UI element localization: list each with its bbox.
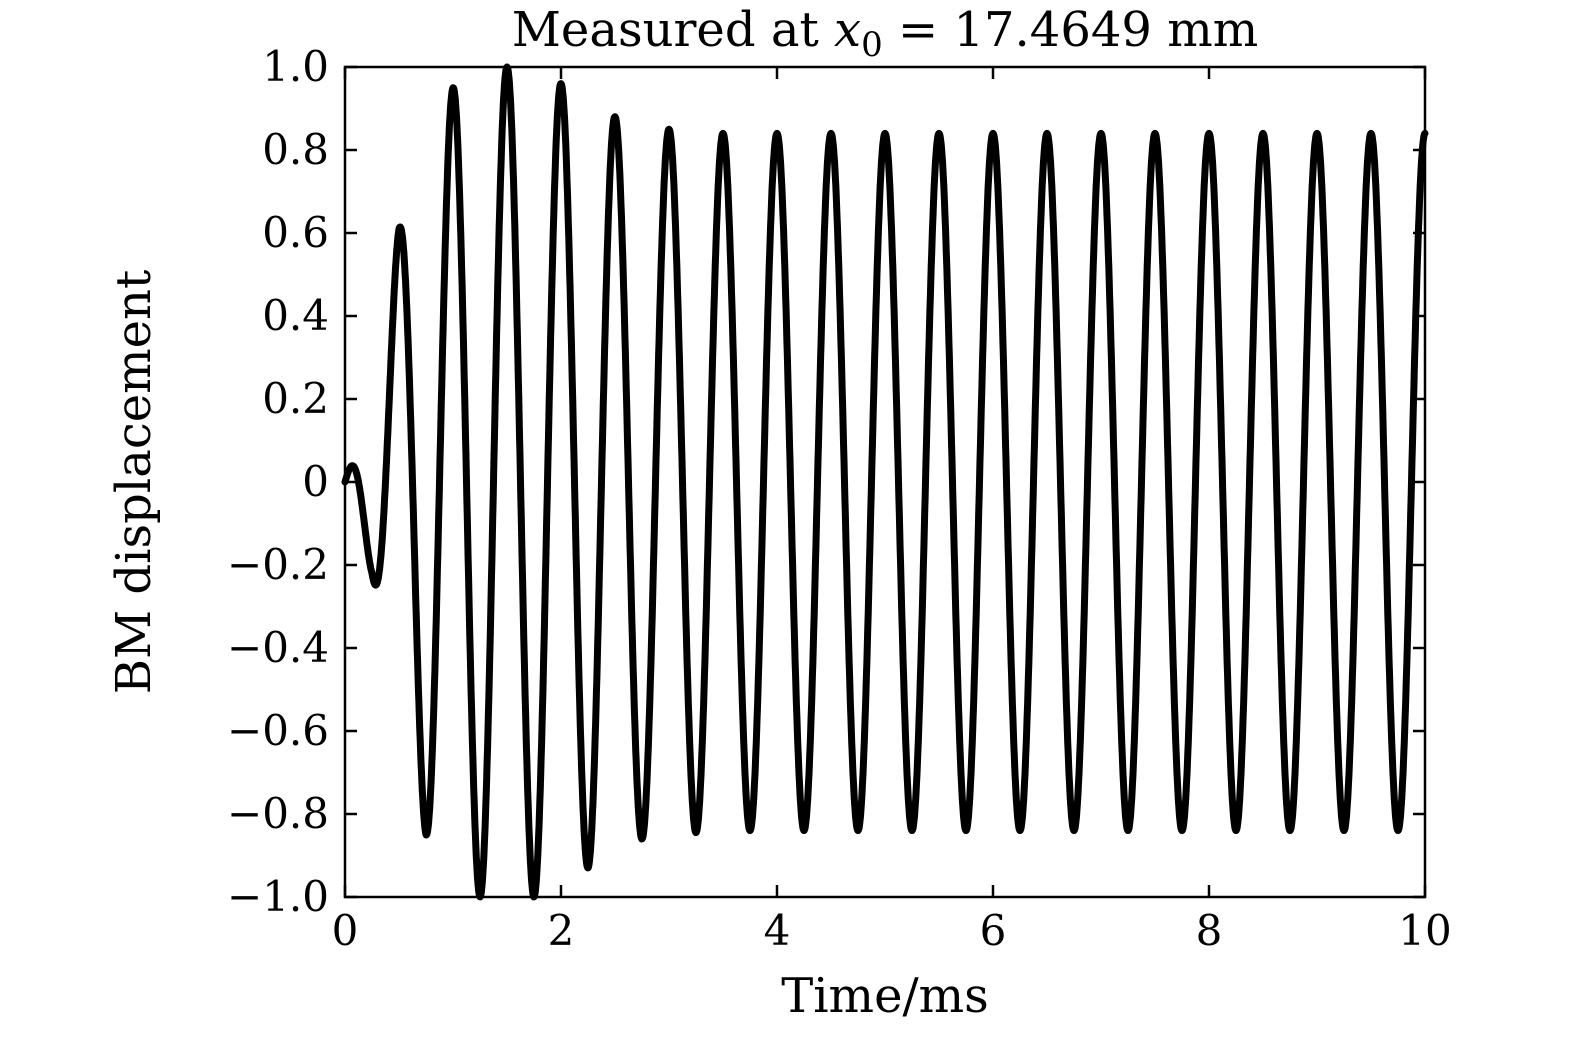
x-tick-label: 2 xyxy=(548,906,575,955)
x-ticks-group xyxy=(343,67,1427,897)
chart-title: Measured at x0 = 17.4649 mm xyxy=(512,2,1258,65)
x-tick-label: 6 xyxy=(980,906,1007,955)
y-ticks-group xyxy=(345,65,1425,899)
y-tick-label: 0.2 xyxy=(262,374,329,423)
y-tick-label: 1.0 xyxy=(262,42,329,91)
plot-frame xyxy=(343,65,1427,899)
x-tick-label: 4 xyxy=(764,906,791,955)
y-tick-label: −0.4 xyxy=(227,623,329,672)
plot-area: 0 2 4 6 8 10 −1.0 −0.8 −0.6 −0.4 −0.2 0 0.2 0.4 0.6 0.… xyxy=(227,42,1452,955)
x-tick-labels-group: 0 2 4 6 8 10 xyxy=(332,906,1452,955)
y-tick-label: 0.6 xyxy=(262,208,329,257)
y-tick-label: −0.6 xyxy=(227,706,329,755)
x-tick-label: 8 xyxy=(1196,906,1223,955)
x-tick-label: 10 xyxy=(1398,906,1451,955)
y-tick-label: −0.2 xyxy=(227,540,329,589)
x-tick-label: 0 xyxy=(332,906,359,955)
chart-title-subscript: 0 xyxy=(861,25,883,65)
x-axis-label: Time/ms xyxy=(781,968,989,1024)
chart-title-suffix: = 17.4649 mm xyxy=(883,2,1259,58)
chart-title-variable: x xyxy=(834,2,861,58)
y-tick-label: 0.4 xyxy=(262,291,329,340)
y-tick-label: 0.8 xyxy=(262,125,329,174)
y-tick-labels-group: −1.0 −0.8 −0.6 −0.4 −0.2 0 0.2 0.4 0.6 0.8 1.0 xyxy=(227,42,329,921)
chart-title-prefix: Measured at xyxy=(512,2,834,58)
waveform-line xyxy=(341,63,1429,901)
y-tick-label: −0.8 xyxy=(227,789,329,838)
y-tick-label: −1.0 xyxy=(227,872,329,921)
y-axis-label: BM displacement xyxy=(106,270,162,695)
y-tick-label: 0 xyxy=(302,457,329,506)
